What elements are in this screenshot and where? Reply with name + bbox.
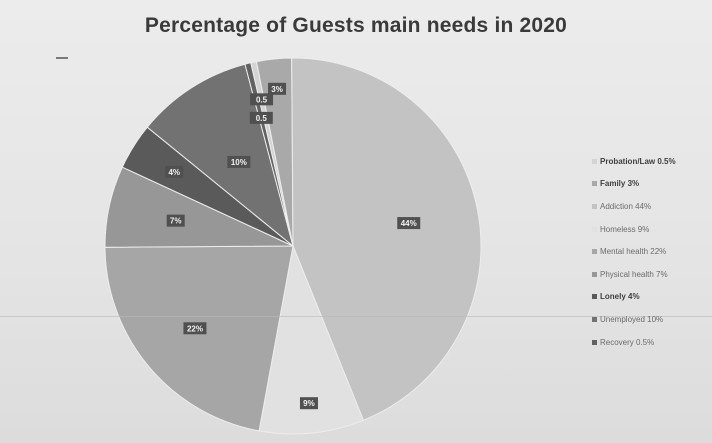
legend-swatch bbox=[592, 271, 597, 277]
legend-swatch bbox=[592, 181, 597, 187]
legend-swatch bbox=[592, 294, 597, 300]
legend-swatch bbox=[592, 203, 597, 209]
legend-label: Homeless 9% bbox=[600, 224, 650, 234]
pie-slice-3 bbox=[258, 244, 365, 435]
legend-item-5: Physical health 7% bbox=[592, 263, 710, 286]
legend-item-3: Homeless 9% bbox=[592, 218, 710, 241]
legend-item-2: Addiction 44% bbox=[592, 195, 710, 218]
legend-item-6: Lonely 4% bbox=[592, 286, 710, 309]
pie-slice-8 bbox=[244, 62, 294, 247]
data-label-6: 4% bbox=[165, 165, 184, 178]
legend-label: Probation/Law 0.5% bbox=[600, 156, 676, 166]
legend-label: Unemployed 10% bbox=[600, 314, 664, 324]
legend-swatch bbox=[592, 158, 597, 164]
data-label-5: 7% bbox=[166, 214, 185, 227]
legend-item-8: Recovery 0.5% bbox=[592, 331, 710, 354]
legend-item-0: Probation/Law 0.5% bbox=[592, 150, 710, 173]
pie-slice-4 bbox=[104, 245, 294, 432]
svg-text:44%: 44% bbox=[401, 219, 417, 228]
data-label-7: 10% bbox=[227, 155, 251, 168]
data-label-4: 22% bbox=[183, 322, 207, 335]
horizontal-divider bbox=[0, 316, 712, 317]
data-label-8: 0.5 bbox=[249, 111, 273, 124]
legend-label: Addiction 44% bbox=[600, 201, 652, 211]
legend-swatch bbox=[592, 339, 597, 345]
svg-text:22%: 22% bbox=[187, 324, 203, 333]
legend-swatch bbox=[592, 249, 597, 255]
data-label-2: 44% bbox=[397, 217, 421, 230]
chart-legend: Probation/Law 0.5% Family 3% Addiction 44%… bbox=[592, 150, 710, 353]
legend-label: Recovery 0.5% bbox=[600, 337, 655, 347]
svg-text:7%: 7% bbox=[170, 217, 182, 226]
svg-text:3%: 3% bbox=[271, 85, 283, 94]
legend-swatch bbox=[592, 316, 597, 322]
legend-label: Physical health 7% bbox=[600, 269, 668, 279]
svg-text:4%: 4% bbox=[168, 168, 180, 177]
legend-label: Mental health 22% bbox=[600, 247, 667, 257]
legend-swatch bbox=[592, 226, 597, 232]
legend-label: Lonely 4% bbox=[600, 292, 640, 302]
svg-text:0.5: 0.5 bbox=[256, 114, 268, 123]
data-label-0: 0.5 bbox=[250, 93, 274, 106]
svg-text:0.5: 0.5 bbox=[256, 95, 268, 104]
legend-item-4: Mental health 22% bbox=[592, 240, 710, 263]
svg-text:9%: 9% bbox=[303, 399, 315, 408]
data-label-1: 3% bbox=[268, 82, 287, 95]
legend-item-1: Family 3% bbox=[592, 173, 710, 196]
legend-item-7: Unemployed 10% bbox=[592, 308, 710, 331]
data-label-3: 9% bbox=[299, 397, 318, 410]
pie-slice-2 bbox=[291, 57, 482, 421]
chart-title: Percentage of Guests main needs in 2020 bbox=[144, 14, 568, 37]
legend-label: Family 3% bbox=[600, 179, 640, 189]
svg-text:10%: 10% bbox=[231, 158, 247, 167]
decorative-dash bbox=[56, 57, 68, 59]
